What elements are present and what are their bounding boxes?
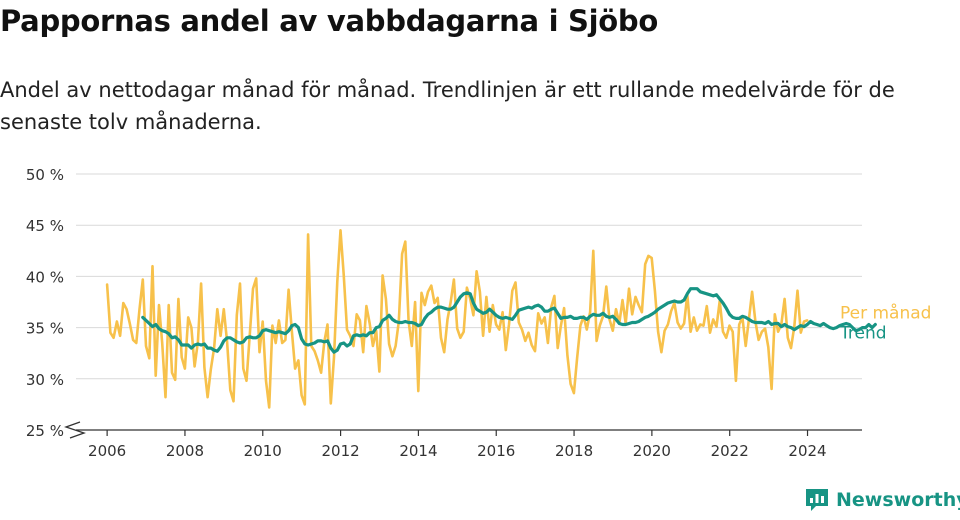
x-tick-label: 2016 (477, 442, 515, 460)
x-tick-label: 2006 (88, 442, 126, 460)
page-title: Pappornas andel av vabbdagarna i Sjöbo (0, 4, 658, 38)
legend-label: Per månad (840, 302, 931, 323)
brand-name: Newsworthy (836, 489, 960, 511)
y-tick-label: 30 % (26, 371, 64, 389)
newsworthy-chart-icon (806, 489, 828, 511)
grid-layer (76, 173, 862, 431)
y-tick-label: 45 % (26, 217, 64, 235)
x-tick-label: 2010 (244, 442, 282, 460)
page-subtitle: Andel av nettodagar månad för månad. Tre… (0, 78, 895, 134)
x-tick-label: 2020 (633, 442, 671, 460)
series-layer (105, 229, 877, 409)
x-tick-label: 2022 (711, 442, 749, 460)
y-tick-label: 40 % (26, 268, 64, 286)
x-tick-label: 2024 (788, 442, 826, 460)
axis-break-icon (64, 421, 86, 439)
y-tick-label: 35 % (26, 320, 64, 338)
x-tick-label: 2008 (166, 442, 204, 460)
x-tick-label: 2018 (555, 442, 593, 460)
brand-logo: Newsworthy (804, 487, 960, 513)
y-tick-label: 25 % (26, 422, 64, 440)
x-tick-label: 2012 (322, 442, 360, 460)
axis-layer: 25 % 30 % 35 % 40 % 45 % 50 % 2006 2008 2010 2012… (26, 166, 862, 460)
x-tick-label: 2014 (399, 442, 437, 460)
legend-label: Trend (839, 323, 887, 343)
series-line-per-manad (105, 229, 809, 409)
line-chart: 25 % 30 % 35 % 40 % 45 % 50 % 2006 2008 2010 2012… (26, 166, 932, 460)
y-tick-label: 50 % (26, 166, 64, 184)
series-line-trend (141, 287, 877, 354)
